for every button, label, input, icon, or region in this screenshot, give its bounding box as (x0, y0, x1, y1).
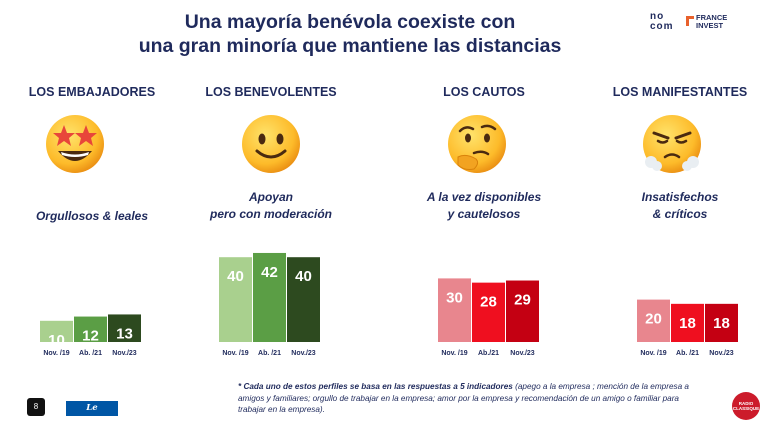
x-tick-label: Ab./21 (478, 350, 499, 357)
bar-1 (637, 299, 670, 342)
bar-chart-manifestantes: 20 Nov. /19 18 Ab. /21 18 Nov./23 (637, 299, 738, 357)
france-invest-logo: FRANCE INVEST (696, 13, 728, 30)
profile-desc-embajadores: Orgullosos & leales (35, 209, 149, 223)
star-struck-emoji-icon (46, 115, 104, 173)
x-tick-label: Ab. /21 (79, 350, 102, 357)
bar-value-label: 42 (261, 264, 278, 281)
smiling-face-emoji-icon (242, 115, 300, 173)
x-tick-label: Ab. /21 (258, 350, 281, 357)
bar-3 (506, 280, 539, 342)
bar-value-label: 40 (227, 268, 244, 285)
bar-value-label: 29 (514, 292, 531, 309)
radio-classique-logo: RADIO CLASSIQUE (732, 392, 760, 420)
profile-name-manifestantes: LOS MANIFESTANTES (612, 85, 748, 99)
title-line-1: Una mayoría benévola coexiste con (184, 11, 516, 33)
bar-2 (74, 316, 107, 342)
x-tick-label: Nov./23 (291, 350, 315, 357)
bar-1 (438, 278, 471, 342)
bar-2 (253, 252, 286, 342)
x-tick-label: Ab. /21 (676, 350, 699, 357)
profile-desc-manifestantes: Insatisfechos & críticos (641, 190, 719, 221)
bar-chart-cautos: 30 Nov. /19 28 Ab./21 29 Nov./23 (438, 278, 539, 357)
profile-desc-cautos: A la vez disponibles y cautelosos (426, 190, 542, 221)
bar-3 (287, 257, 320, 342)
nocom-logo: no com (650, 11, 674, 32)
x-tick-label: Nov./23 (112, 350, 136, 357)
page-title: Una mayoría benévola coexiste con una gr… (110, 10, 590, 58)
x-tick-label: Nov. /19 (43, 350, 69, 357)
partner-logos: no com FRANCE INVEST (648, 12, 758, 48)
profile-desc-benevolentes: Apoyan pero con moderación (209, 190, 333, 221)
bar-value-label: 12 (82, 328, 99, 345)
bar-2 (671, 303, 704, 342)
bar-2 (472, 282, 505, 342)
bar-value-label: 18 (679, 315, 696, 332)
bar-chart-benevolentes: 40 Nov. /19 42 Ab. /21 40 Nov./23 (219, 252, 320, 357)
bar-value-label: 28 (480, 294, 497, 311)
title-line-2: una gran minoría que mantiene las distan… (138, 35, 562, 57)
x-tick-label: Nov./23 (709, 350, 733, 357)
bar-1 (219, 257, 252, 342)
x-tick-label: Nov. /19 (640, 350, 666, 357)
footnote: * Cada uno de estos perfiles se basa en … (238, 382, 689, 414)
x-tick-label: Nov./23 (510, 350, 534, 357)
bar-3 (108, 314, 141, 342)
bar-3 (705, 303, 738, 342)
bar-value-label: 30 (446, 289, 463, 306)
profile-name-embajadores: LOS EMBAJADORES (28, 85, 156, 99)
x-tick-label: Nov. /19 (222, 350, 248, 357)
page-number: 8 (27, 398, 45, 416)
profile-name-benevolentes: LOS BENEVOLENTES (205, 85, 337, 99)
x-tick-label: Nov. /19 (441, 350, 467, 357)
bar-value-label: 10 (48, 332, 65, 349)
thinking-face-emoji-icon (448, 115, 506, 173)
steam-nose-face-emoji-icon (643, 115, 701, 173)
le-parisien-logo: Le Parisien (66, 401, 118, 428)
bar-value-label: 40 (295, 268, 312, 285)
bar-value-label: 20 (645, 311, 662, 328)
profile-name-cautos: LOS CAUTOS (443, 85, 525, 99)
france-invest-mark-icon (686, 16, 694, 26)
bar-value-label: 13 (116, 325, 133, 342)
bar-1 (40, 320, 73, 342)
bar-value-label: 18 (713, 315, 730, 332)
